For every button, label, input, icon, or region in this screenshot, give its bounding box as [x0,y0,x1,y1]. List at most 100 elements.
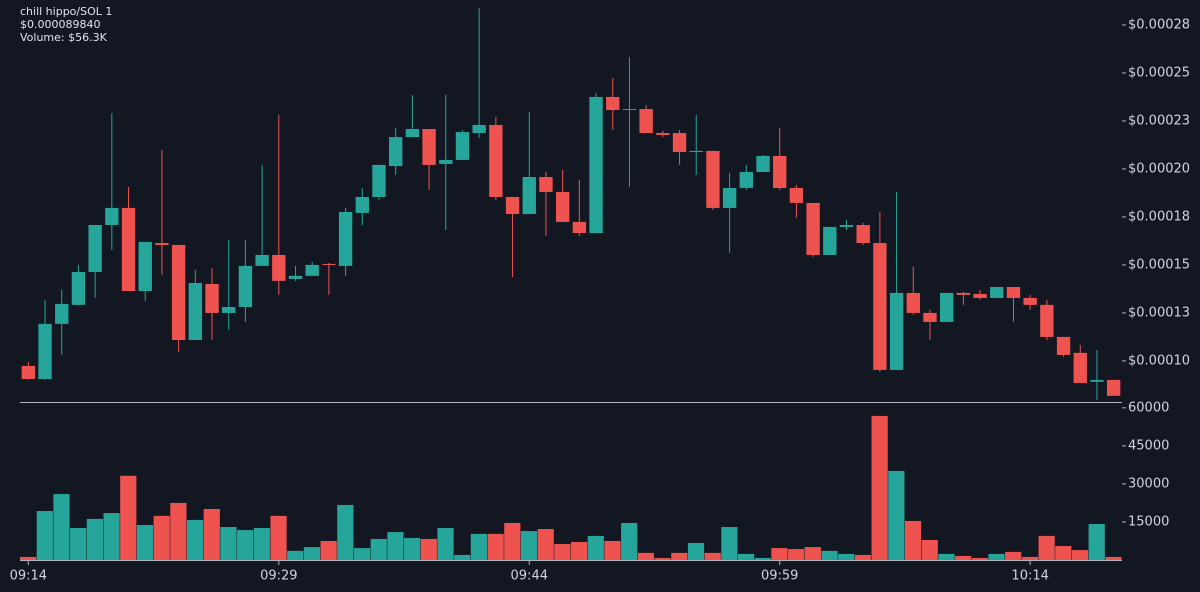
y-tick-label: $0.00013 [1128,305,1190,320]
volume-bar [704,552,721,560]
volume-bar [1105,556,1122,560]
y-tick-label: $0.00025 [1128,65,1190,80]
candle-body [940,292,954,322]
candle-body [1006,287,1021,298]
candle-body [171,244,186,340]
candle-body [1023,297,1037,305]
candle-body [21,365,36,379]
volume-bar [220,527,237,560]
x-tick-label: 10:14 [1011,569,1048,584]
candle-body [923,312,937,322]
volume-bar [437,528,454,560]
volume-bar [136,524,154,560]
candle-body [639,109,653,134]
volume-bar [955,555,972,560]
volume-bar [888,470,905,560]
chart-title: chill hippo/SOL 1 [20,5,112,18]
candle-body [522,177,536,215]
y-tick-label: $0.00010 [1128,353,1190,368]
candle-body [272,254,286,281]
candle-body [555,191,570,222]
volume-bar [186,519,204,560]
volume-bar [1055,546,1072,560]
candle-body [305,264,319,276]
candle-body [372,164,386,197]
volume-bar [721,527,738,560]
volume-bar [1071,550,1089,560]
candle-body [105,207,119,225]
volume-bar [353,548,371,560]
candle-body [856,224,870,244]
volume-bar [571,541,588,560]
volume-bar [53,494,70,560]
last-price: $0.000089840 [20,18,100,31]
volume-bar [988,553,1005,560]
volume-bar [621,522,638,560]
candle-body [355,196,369,213]
volume-bar [454,554,471,560]
candle-body [739,172,753,188]
volume-bar [554,544,571,560]
candle-body [973,293,987,298]
volume-tick-label: 60000 [1128,400,1169,415]
candle-body [155,243,169,245]
volume-bar [86,518,103,560]
volume-bar [170,502,187,560]
candle-body [255,254,269,266]
volume-tick-label: 15000 [1128,514,1169,529]
candle-body [338,211,353,266]
volume-bar [203,509,220,560]
y-tick-label: $0.00020 [1128,161,1190,176]
candle-body [622,109,637,111]
volume-bar [771,548,788,560]
candle-body [38,323,52,379]
candle-body [1040,304,1054,337]
candle-body [539,177,553,192]
candle-body [389,137,403,167]
candle-body [55,303,69,324]
candle-body [806,202,820,255]
volume-bar [370,538,387,560]
volume-bar [671,552,688,560]
volume-bar [921,539,938,560]
candle-body [722,187,737,208]
candle-body [706,150,720,208]
volume-bar [320,540,337,560]
volume-bar [70,528,87,560]
volume-bar [604,540,621,560]
volume-bar [788,549,805,560]
candle-body [505,196,520,215]
candle-body [823,226,837,255]
volume-bar [387,532,404,560]
volume-bar [253,528,270,560]
volume-bar [520,531,538,560]
candle-body [1106,379,1121,396]
candle-body [138,241,152,292]
candle-body [873,243,887,370]
candle-body [88,224,102,273]
candle-body [322,263,336,265]
volume-bar [737,553,755,560]
volume-tick-label: 45000 [1128,438,1169,453]
volume-bar [270,515,287,560]
volume-bar [838,553,855,560]
volume-bar [1088,523,1105,560]
candle-body [71,272,86,305]
candle-body [689,150,703,153]
volume-bar [153,515,170,560]
volume-bar [871,415,888,560]
volume-bar [1038,535,1055,560]
candle-body [489,124,503,197]
x-tick-label: 09:44 [511,569,548,584]
volume-bar [587,535,604,560]
candle-body [1073,352,1087,383]
candle-body [439,159,453,164]
candle-body [589,96,603,234]
volume-bar [904,520,922,560]
candle-body [672,133,687,153]
candle-body [238,265,253,307]
candle-body [889,292,904,370]
volume-bar [237,530,254,560]
candle-body [656,133,670,135]
